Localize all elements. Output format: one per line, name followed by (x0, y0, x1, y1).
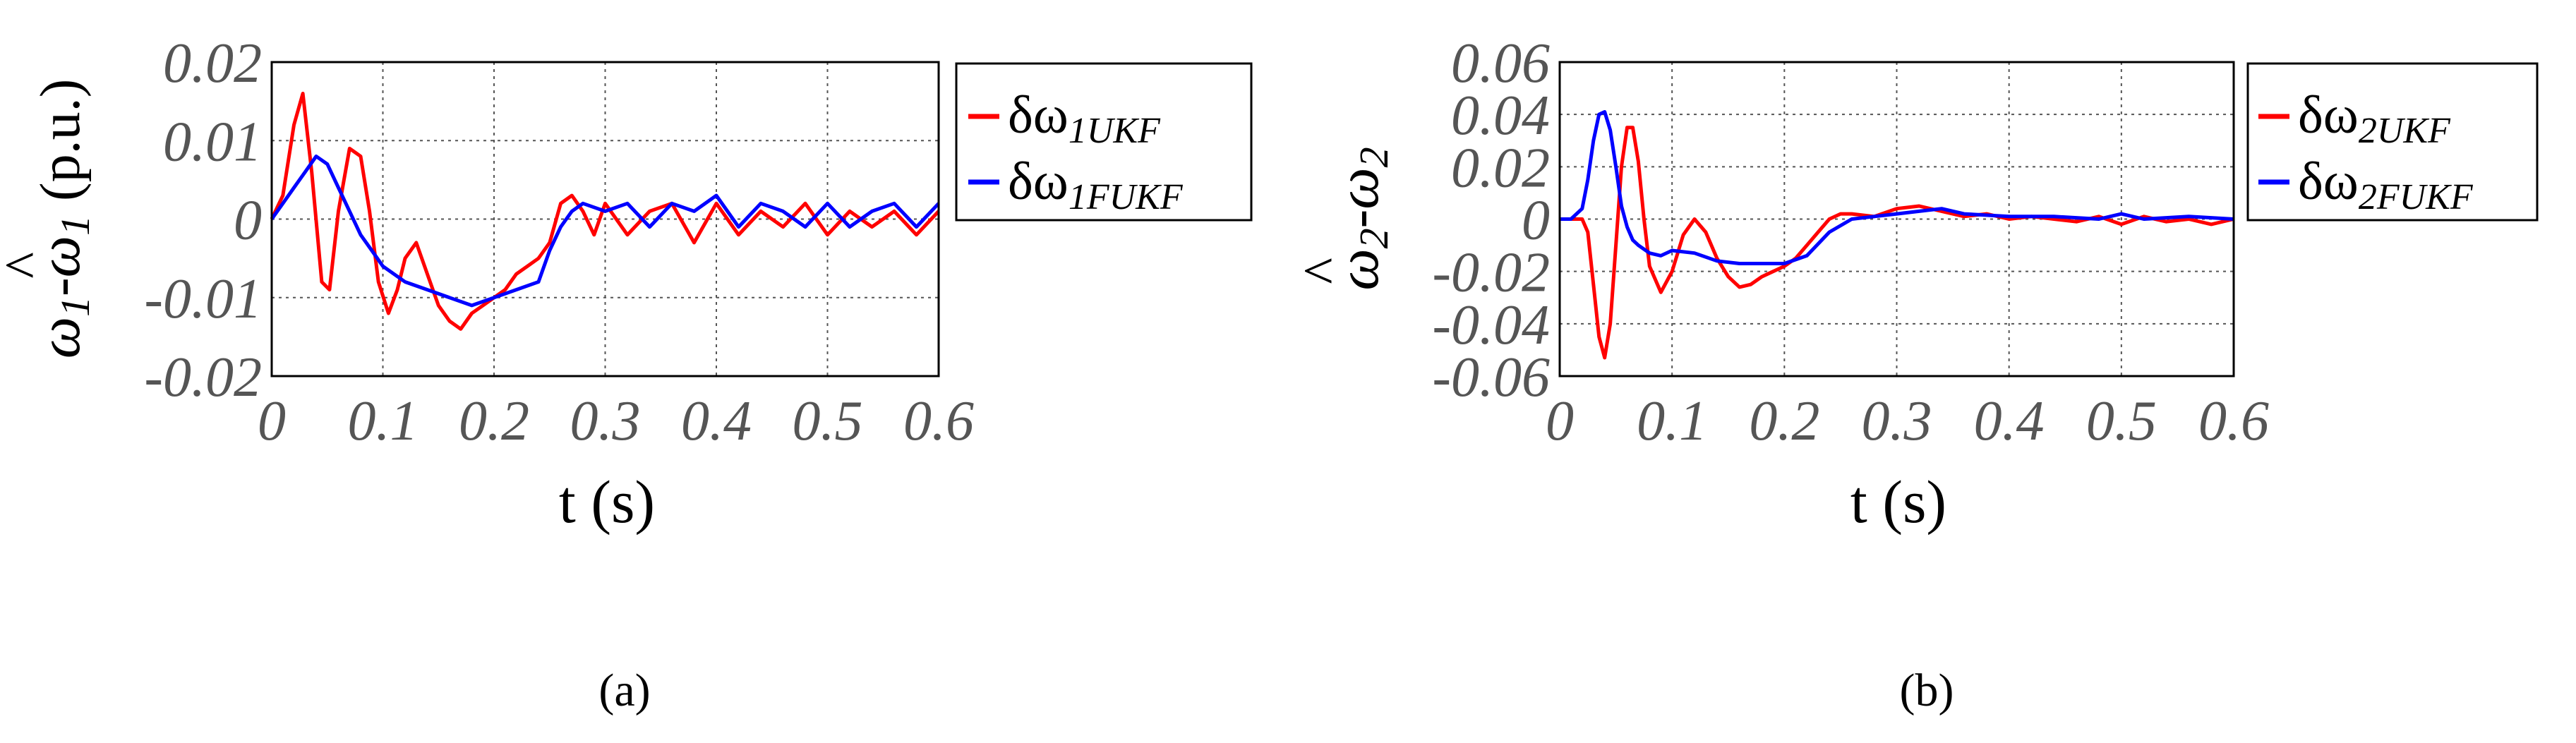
y-axis-hat: ^ (1293, 258, 1355, 284)
y-axis-hat: ^ (0, 252, 56, 279)
x-tick-label: 0.5 (793, 390, 863, 452)
x-tick-label: 0.4 (681, 390, 752, 452)
x-tick-label: 0.6 (903, 390, 974, 452)
x-axis-title: t (s) (1850, 468, 1946, 536)
y-tick-label: -0.06 (1432, 346, 1550, 409)
series-lines (270, 92, 940, 331)
y-axis-title: ω1-ω1 (p.u.) (27, 79, 98, 359)
y-tick-label: 0.02 (163, 32, 262, 95)
y-tick-label: 0.04 (1451, 85, 1550, 147)
y-tick-label: 0.06 (1451, 32, 1550, 95)
x-axis-title: t (s) (559, 468, 655, 536)
y-tick-label: 0.02 (1451, 137, 1550, 199)
chart-panel-b: 0.060.040.020-0.02-0.04-0.06 0 0.1 0.2 0.3 0… (1293, 32, 2539, 716)
chart-panel-a: 0.020.010-0.01-0.02 0 0.1 0.2 0.3 0.4 0.5 0.6 … (0, 32, 1253, 716)
series-line-fukf (1560, 110, 2234, 265)
series-line-fukf (270, 155, 940, 308)
x-tick-label: 0.6 (2198, 390, 2269, 452)
series-line-ukf (270, 92, 940, 331)
series-lines (1560, 110, 2234, 360)
x-tick-labels: 0 0.1 0.2 0.3 0.4 0.5 0.6 (258, 390, 974, 452)
x-tick-label: 0.3 (1862, 390, 1932, 452)
x-tick-label: 0.1 (1637, 390, 1707, 452)
x-tick-label: 0.2 (459, 390, 529, 452)
caption: (b) (1900, 665, 1954, 716)
legend-label-fukf: δω1FUKF (1008, 152, 1184, 217)
x-tick-label: 0 (1546, 390, 1574, 452)
y-tick-labels: 0.060.040.020-0.02-0.04-0.06 (1432, 32, 1550, 409)
plot-frame (1558, 61, 2235, 377)
y-tick-label: 0.01 (163, 111, 262, 173)
y-tick-label: 0 (1522, 190, 1550, 252)
legend: δω2UKF δω2FUKF (2246, 62, 2539, 222)
x-tick-label: 0.4 (1974, 390, 2045, 452)
caption: (a) (598, 665, 650, 716)
x-tick-label: 0.1 (348, 390, 419, 452)
legend-box (2246, 62, 2539, 222)
x-tick-label: 0 (258, 390, 286, 452)
series-line-ukf (1560, 126, 2234, 360)
legend-box (955, 62, 1253, 222)
y-tick-label: -0.02 (1432, 242, 1550, 304)
x-tick-labels: 0 0.1 0.2 0.3 0.4 0.5 0.6 (1546, 390, 2269, 452)
y-tick-label: -0.04 (1432, 294, 1550, 356)
grid (1560, 62, 2234, 376)
legend-label-ukf: δω2UKF (2298, 85, 2451, 151)
y-axis-title: ω2-ω2 (1325, 147, 1397, 290)
x-tick-label: 0.3 (570, 390, 641, 452)
grid (272, 62, 939, 376)
x-tick-label: 0.2 (1749, 390, 1819, 452)
y-tick-label: -0.02 (144, 346, 262, 409)
legend: δω1UKF δω1FUKF (955, 62, 1253, 222)
legend-label-ukf: δω1UKF (1008, 85, 1161, 151)
y-tick-labels: 0.02 0.01 0 -0.01 -0.02 (144, 32, 262, 409)
x-tick-label: 0.5 (2086, 390, 2157, 452)
y-tick-label: 0 (234, 190, 262, 252)
plot-frame (270, 61, 940, 377)
legend-label-fukf: δω2FUKF (2298, 152, 2474, 217)
y-tick-label: -0.01 (144, 268, 262, 330)
